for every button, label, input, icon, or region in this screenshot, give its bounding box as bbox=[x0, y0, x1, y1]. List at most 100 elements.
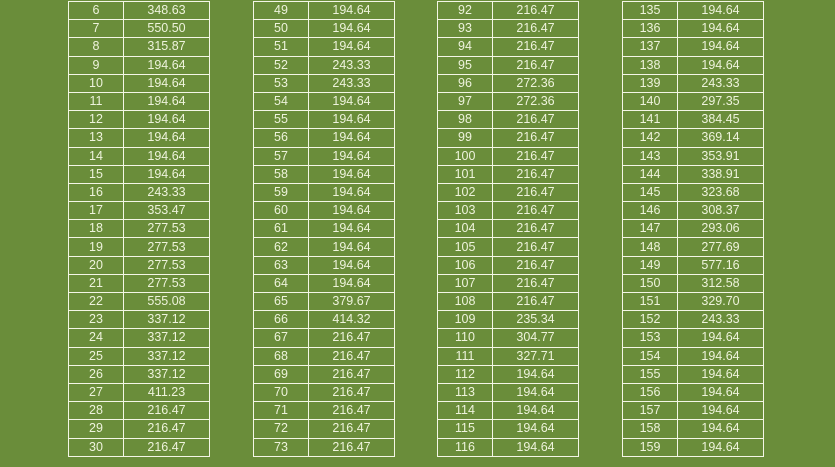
row-number-cell: 99 bbox=[437, 128, 493, 148]
table-row: 26 337.12 bbox=[68, 364, 210, 384]
table-row: 51 194.64 bbox=[253, 37, 395, 57]
row-number-cell: 25 bbox=[68, 346, 124, 366]
row-number-cell: 140 bbox=[622, 91, 678, 112]
table-row: 112 194.64 bbox=[437, 364, 579, 384]
row-number-cell: 70 bbox=[253, 382, 309, 403]
table-row: 29 216.47 bbox=[68, 419, 210, 439]
value-cell: 194.64 bbox=[123, 128, 210, 148]
table-row: 148 277.69 bbox=[622, 237, 764, 257]
row-number-cell: 53 bbox=[253, 73, 309, 93]
table-row: 56 194.64 bbox=[253, 128, 395, 148]
table-row: 113 194.64 bbox=[437, 382, 579, 403]
value-cell: 194.64 bbox=[677, 437, 764, 457]
row-number-cell: 147 bbox=[622, 219, 678, 239]
row-number-cell: 62 bbox=[253, 237, 309, 257]
row-number-cell: 109 bbox=[437, 310, 493, 330]
value-cell: 577.16 bbox=[677, 255, 764, 275]
row-number-cell: 54 bbox=[253, 91, 309, 112]
row-number-cell: 95 bbox=[437, 55, 493, 75]
row-number-cell: 149 bbox=[622, 255, 678, 275]
value-cell: 216.47 bbox=[492, 0, 579, 21]
row-number-cell: 153 bbox=[622, 328, 678, 348]
table-row: 142 369.14 bbox=[622, 128, 764, 148]
row-number-cell: 58 bbox=[253, 164, 309, 184]
table-row: 111 327.71 bbox=[437, 346, 579, 366]
value-cell: 194.64 bbox=[677, 19, 764, 39]
value-cell: 216.47 bbox=[123, 437, 210, 457]
table-row: 145 323.68 bbox=[622, 182, 764, 203]
value-cell: 323.68 bbox=[677, 182, 764, 203]
value-cell: 272.36 bbox=[492, 73, 579, 93]
value-cell: 277.53 bbox=[123, 273, 210, 294]
table-row: 153 194.64 bbox=[622, 328, 764, 348]
row-number-cell: 151 bbox=[622, 291, 678, 312]
row-number-cell: 146 bbox=[622, 201, 678, 221]
table-row: 17 353.47 bbox=[68, 201, 210, 221]
table-row: 23 337.12 bbox=[68, 310, 210, 330]
row-number-cell: 50 bbox=[253, 19, 309, 39]
value-cell: 337.12 bbox=[123, 346, 210, 366]
row-number-cell: 61 bbox=[253, 219, 309, 239]
table-row: 103 216.47 bbox=[437, 201, 579, 221]
table-row: 18 277.53 bbox=[68, 219, 210, 239]
row-number-cell: 66 bbox=[253, 310, 309, 330]
row-number-cell: 93 bbox=[437, 19, 493, 39]
value-cell: 194.64 bbox=[308, 146, 395, 166]
row-number-cell: 51 bbox=[253, 37, 309, 57]
table-row: 28 216.47 bbox=[68, 401, 210, 421]
row-number-cell: 27 bbox=[68, 382, 124, 403]
value-cell: 338.91 bbox=[677, 164, 764, 184]
table-row: 64 194.64 bbox=[253, 273, 395, 294]
table-row: 137 194.64 bbox=[622, 37, 764, 57]
value-cell: 194.64 bbox=[123, 91, 210, 112]
table-row: 96 272.36 bbox=[437, 73, 579, 93]
row-number-cell: 7 bbox=[68, 19, 124, 39]
table-row: 141 384.45 bbox=[622, 110, 764, 130]
value-cell: 194.64 bbox=[677, 419, 764, 439]
table-row: 49 194.64 bbox=[253, 0, 395, 21]
row-number-cell: 96 bbox=[437, 73, 493, 93]
table-row: 159 194.64 bbox=[622, 437, 764, 457]
value-cell: 243.33 bbox=[123, 182, 210, 203]
value-cell: 216.47 bbox=[492, 237, 579, 257]
value-cell: 194.64 bbox=[677, 401, 764, 421]
table-row: 157 194.64 bbox=[622, 401, 764, 421]
value-cell: 194.64 bbox=[308, 0, 395, 21]
row-number-cell: 156 bbox=[622, 382, 678, 403]
row-number-cell: 155 bbox=[622, 364, 678, 384]
row-number-cell: 141 bbox=[622, 110, 678, 130]
table-row: 70 216.47 bbox=[253, 382, 395, 403]
value-cell: 194.64 bbox=[308, 255, 395, 275]
value-cell: 369.14 bbox=[677, 128, 764, 148]
row-number-cell: 152 bbox=[622, 310, 678, 330]
row-number-cell: 102 bbox=[437, 182, 493, 203]
table-row: 71 216.47 bbox=[253, 401, 395, 421]
table-row: 52 243.33 bbox=[253, 55, 395, 75]
value-cell: 194.64 bbox=[123, 55, 210, 75]
row-number-cell: 94 bbox=[437, 37, 493, 57]
table-row: 143 353.91 bbox=[622, 146, 764, 166]
row-number-cell: 107 bbox=[437, 273, 493, 294]
value-cell: 216.47 bbox=[492, 164, 579, 184]
row-number-cell: 55 bbox=[253, 110, 309, 130]
value-cell: 194.64 bbox=[677, 328, 764, 348]
row-number-cell: 105 bbox=[437, 237, 493, 257]
value-cell: 312.58 bbox=[677, 273, 764, 294]
value-cell: 216.47 bbox=[492, 110, 579, 130]
value-cell: 194.64 bbox=[308, 91, 395, 112]
value-cell: 194.64 bbox=[308, 128, 395, 148]
value-cell: 194.64 bbox=[492, 364, 579, 384]
row-number-cell: 144 bbox=[622, 164, 678, 184]
table-row: 57 194.64 bbox=[253, 146, 395, 166]
table-row: 147 293.06 bbox=[622, 219, 764, 239]
table-row: 9 194.64 bbox=[68, 55, 210, 75]
row-number-cell: 9 bbox=[68, 55, 124, 75]
table-row: 156 194.64 bbox=[622, 382, 764, 403]
row-number-cell: 72 bbox=[253, 419, 309, 439]
value-cell: 194.64 bbox=[492, 401, 579, 421]
table-row: 11 194.64 bbox=[68, 91, 210, 112]
table-row: 154 194.64 bbox=[622, 346, 764, 366]
value-cell: 277.53 bbox=[123, 255, 210, 275]
row-number-cell: 12 bbox=[68, 110, 124, 130]
value-cell: 384.45 bbox=[677, 110, 764, 130]
